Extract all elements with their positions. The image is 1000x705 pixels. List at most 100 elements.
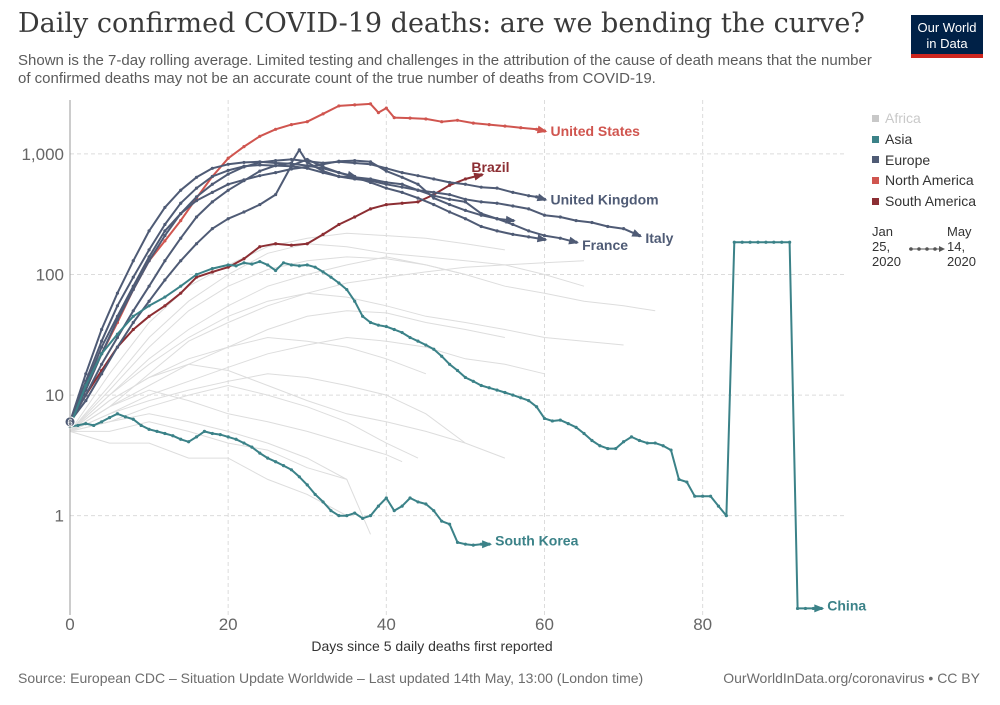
data-point [463,542,468,546]
series-lines: 6 [64,102,825,613]
data-point [147,299,151,303]
legend-item-north-america[interactable]: North America [872,170,976,191]
data-point [179,284,183,288]
series-spain [68,160,548,424]
data-point [479,185,483,189]
data-point [495,217,499,221]
legend-item-south-america[interactable]: South America [872,191,976,212]
data-point [384,166,388,170]
time-range-legend[interactable]: Jan 25, 2020 May 14, 2020 [872,224,987,276]
data-point [811,606,815,611]
data-point [266,456,270,460]
y-tick-label: 1 [55,507,64,526]
data-point [321,165,325,169]
data-point [100,362,104,366]
data-point [353,161,357,165]
data-point [376,504,381,508]
data-point [218,433,222,437]
data-point [400,170,404,175]
data-point [345,287,349,292]
data-point [289,468,294,472]
label-china: China [827,597,866,613]
data-point [424,117,428,121]
data-point [274,242,278,246]
data-point [84,422,88,426]
data-point [321,112,325,116]
background-country-line [69,363,506,459]
data-point [614,446,618,451]
background-country-line [69,292,624,432]
background-country-line [69,373,466,444]
data-point [432,177,436,181]
data-point [258,202,262,207]
data-point [345,514,349,518]
data-point [123,415,127,419]
data-point [424,502,428,506]
credit-link[interactable]: OurWorldInData.org/coronavirus • CC BY [723,670,980,686]
data-point [179,291,183,295]
legend-item-asia[interactable]: Asia [872,129,976,150]
data-point [479,200,483,204]
label-south-korea: South Korea [495,533,578,549]
data-point [297,148,301,152]
data-point [100,327,104,332]
legend-item-africa[interactable]: Africa [872,108,976,129]
data-point [305,160,309,165]
data-point [210,431,214,436]
data-point [511,222,515,227]
data-point [479,224,483,229]
data-point [100,420,104,424]
data-point [677,477,681,481]
legend-item-europe[interactable]: Europe [872,149,976,170]
data-point [179,437,183,441]
data-point [447,192,452,197]
data-point [337,174,341,179]
data-point [440,519,444,523]
background-country-line [69,413,371,535]
data-point [590,438,594,443]
legend-label-south-america: South America [885,193,977,210]
data-point [487,386,491,390]
data-point [432,347,436,351]
series-united-states [68,102,548,424]
data-point [416,339,420,343]
data-point [606,446,610,451]
data-point [353,103,357,107]
data-point [384,496,388,500]
logo-line-1: Our World [917,20,977,35]
x-tick-label: 60 [535,615,554,634]
data-point [471,121,475,125]
data-point [519,126,523,130]
data-point [400,190,404,194]
data-point [803,606,808,611]
data-point [305,483,309,487]
data-point [274,161,278,165]
data-point [368,320,373,325]
legend-swatch-europe [872,156,879,164]
data-point [503,390,507,395]
data-point [289,164,294,168]
data-point [337,170,341,175]
data-point [353,511,357,515]
legend: Africa Asia Europe North America South A… [872,108,976,211]
data-point [305,165,309,169]
data-point [194,275,199,279]
source-note: Source: European CDC – Situation Update … [18,670,644,686]
data-point [226,188,230,192]
data-point [289,263,294,267]
data-point [558,236,562,240]
data-point [732,240,736,244]
data-point [376,323,381,327]
data-point [100,339,104,343]
data-point [368,102,373,106]
owid-logo[interactable]: Our World in Data [911,15,983,58]
data-point [258,245,262,249]
legend-label-africa: Africa [885,110,921,127]
data-point [305,263,309,267]
data-point [384,324,388,329]
data-point [566,422,570,426]
data-point [416,188,420,192]
x-tick-label: 40 [377,615,396,634]
data-point [115,332,120,336]
data-point [179,201,183,205]
